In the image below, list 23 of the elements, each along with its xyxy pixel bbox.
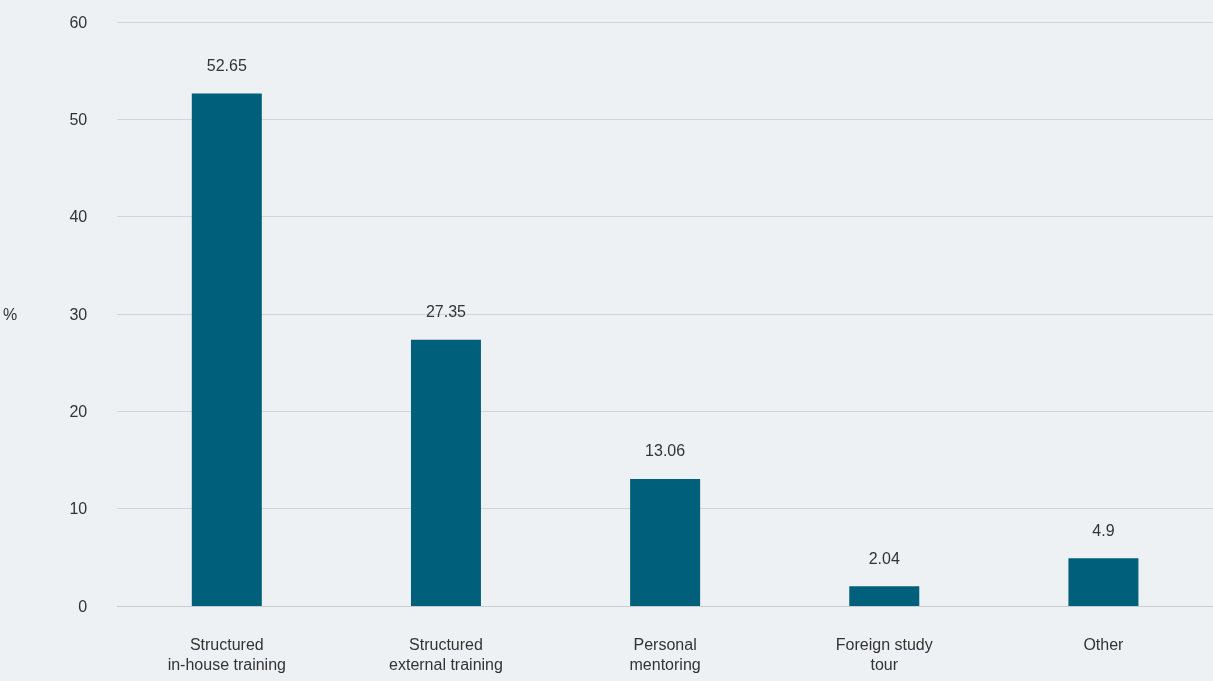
x-tick-label: Foreign study tour (835, 635, 933, 673)
bar (191, 93, 262, 606)
x-tick-label: Personal mentoring (629, 635, 701, 673)
x-tick-label: Other (1083, 635, 1125, 653)
y-tick-label: 40 (69, 208, 88, 226)
data-label: 2.04 (868, 549, 900, 567)
bar (410, 339, 481, 606)
data-label: 52.65 (206, 57, 247, 75)
y-tick-label: 0 (78, 597, 88, 615)
bar (630, 478, 701, 606)
bar (849, 586, 920, 606)
data-label: 4.9 (1092, 521, 1115, 539)
data-label: 27.35 (425, 303, 467, 321)
y-tick-label: 30 (69, 305, 88, 323)
y-tick-label: 10 (69, 500, 88, 518)
y-axis-title: % (2, 305, 18, 323)
x-tick-label: Structured external training (389, 635, 503, 673)
y-tick-label: 20 (69, 402, 88, 420)
y-tick-label: 60 (69, 13, 88, 31)
x-tick-label: Structured in-house training (167, 635, 286, 673)
data-label: 13.06 (645, 442, 686, 460)
y-tick-label: 50 (69, 110, 88, 128)
bar (1068, 558, 1139, 606)
